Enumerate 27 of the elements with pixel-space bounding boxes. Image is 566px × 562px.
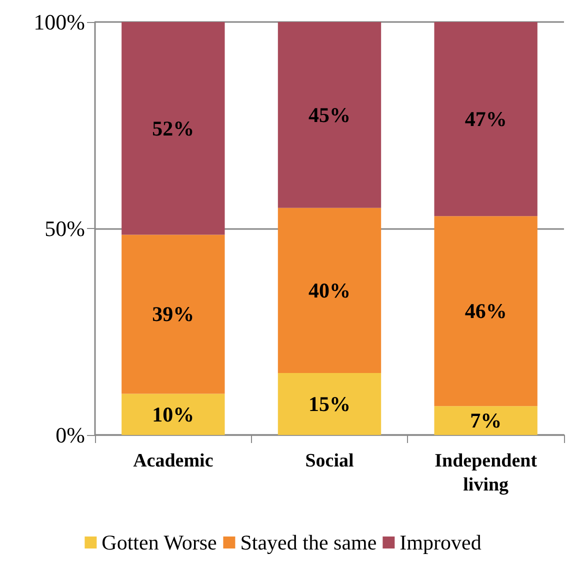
bar bbox=[434, 406, 538, 435]
bar bbox=[278, 208, 382, 374]
bar bbox=[122, 234, 225, 394]
data-label: 15% bbox=[308, 392, 350, 416]
y-tick-label: 0% bbox=[56, 422, 85, 448]
legend-label: Gotten Worse bbox=[102, 530, 217, 554]
legend-label: Improved bbox=[400, 530, 482, 554]
bar bbox=[434, 216, 538, 406]
data-label: 7% bbox=[470, 408, 502, 433]
x-tick-label: Social bbox=[305, 450, 354, 472]
y-tick-label: 50% bbox=[44, 216, 85, 241]
bar bbox=[278, 22, 382, 208]
data-label: 10% bbox=[152, 402, 194, 426]
x-tick-label: Academic bbox=[133, 450, 214, 472]
data-label: 47% bbox=[464, 107, 507, 132]
data-label: 39% bbox=[152, 302, 194, 326]
bar bbox=[122, 394, 225, 435]
x-tick-label: Independent living bbox=[434, 450, 538, 496]
bar bbox=[122, 22, 225, 235]
data-label: 46% bbox=[464, 299, 507, 324]
bar bbox=[434, 22, 538, 216]
bar bbox=[278, 373, 382, 435]
data-label: 45% bbox=[308, 102, 350, 127]
y-tick-label: 100% bbox=[34, 10, 85, 34]
data-label: 40% bbox=[308, 278, 350, 302]
data-label: 52% bbox=[152, 116, 194, 140]
legend-label: Stayed the same bbox=[240, 530, 377, 554]
